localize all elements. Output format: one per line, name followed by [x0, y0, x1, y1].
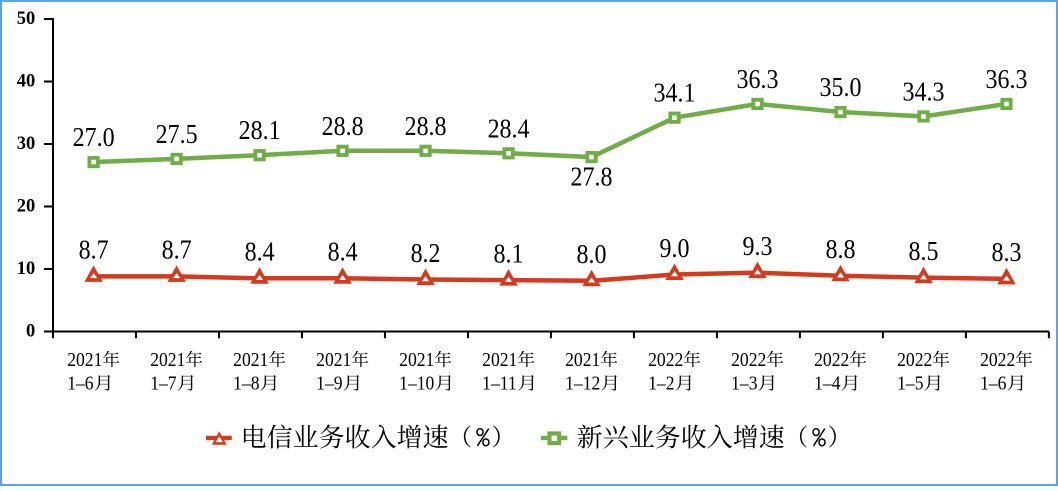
svg-text:36.3: 36.3 [737, 64, 779, 95]
svg-text:1–6: 1–6 [67, 372, 93, 394]
svg-text:8.8: 8.8 [826, 234, 856, 265]
svg-text:10: 10 [17, 259, 36, 279]
svg-text:2021: 2021 [316, 349, 351, 371]
svg-text:2022: 2022 [648, 349, 683, 371]
svg-text:35.0: 35.0 [820, 72, 862, 103]
svg-text:40: 40 [17, 71, 36, 91]
svg-text:2022: 2022 [980, 349, 1015, 371]
svg-text:1–9: 1–9 [316, 372, 342, 394]
svg-text:28.8: 28.8 [405, 110, 447, 141]
svg-text:8.2: 8.2 [411, 237, 441, 268]
svg-text:2022: 2022 [814, 349, 849, 371]
svg-text:27.0: 27.0 [73, 122, 115, 153]
svg-text:1–6: 1–6 [980, 372, 1006, 394]
svg-text:34.3: 34.3 [903, 76, 945, 107]
svg-text:1–7: 1–7 [150, 372, 176, 394]
svg-text:1–8: 1–8 [233, 372, 259, 394]
svg-text:8.4: 8.4 [328, 236, 358, 267]
svg-text:2022: 2022 [897, 349, 932, 371]
svg-text:28.1: 28.1 [239, 115, 281, 146]
svg-text:0: 0 [26, 321, 35, 341]
svg-text:8.1: 8.1 [494, 238, 524, 269]
svg-text:30: 30 [17, 134, 36, 154]
svg-text:2021: 2021 [399, 349, 434, 371]
svg-text:1–10: 1–10 [399, 372, 434, 394]
svg-text:8.7: 8.7 [162, 234, 192, 265]
svg-text:2021: 2021 [482, 349, 517, 371]
svg-text:9.3: 9.3 [743, 231, 773, 262]
svg-text:1–11: 1–11 [482, 372, 517, 394]
svg-text:20: 20 [17, 196, 36, 216]
svg-text:8.5: 8.5 [909, 236, 939, 267]
svg-text:50: 50 [17, 9, 36, 29]
svg-text:28.8: 28.8 [322, 110, 364, 141]
svg-text:1–2: 1–2 [648, 372, 674, 394]
svg-text:1–5: 1–5 [897, 372, 923, 394]
svg-text:9.0: 9.0 [660, 232, 690, 263]
svg-text:2021: 2021 [150, 349, 185, 371]
svg-text:28.4: 28.4 [488, 113, 530, 144]
svg-text:2021: 2021 [67, 349, 102, 371]
svg-text:1–4: 1–4 [814, 372, 841, 394]
svg-text:1–12: 1–12 [565, 372, 600, 394]
svg-text:34.1: 34.1 [654, 77, 696, 108]
svg-text:8.3: 8.3 [991, 237, 1021, 268]
svg-text:36.3: 36.3 [985, 64, 1027, 95]
svg-text:2021: 2021 [565, 349, 600, 371]
svg-text:27.5: 27.5 [156, 119, 198, 150]
svg-text:27.8: 27.8 [571, 161, 613, 192]
svg-text:1–3: 1–3 [731, 372, 757, 394]
svg-text:8.4: 8.4 [245, 236, 275, 267]
svg-text:2022: 2022 [731, 349, 766, 371]
svg-text:2021: 2021 [233, 349, 268, 371]
svg-text:8.7: 8.7 [79, 234, 109, 265]
svg-text:8.0: 8.0 [577, 239, 607, 270]
